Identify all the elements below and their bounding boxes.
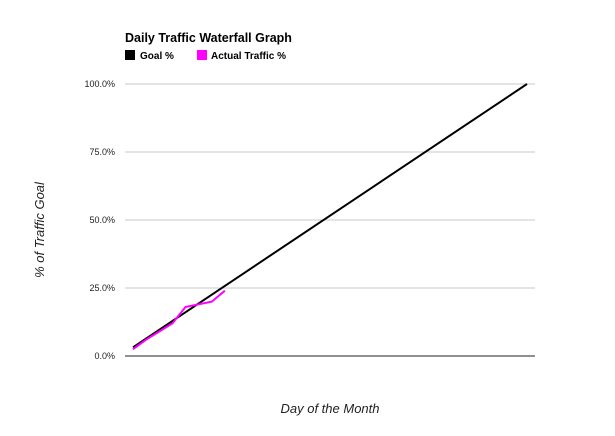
gridlines [125, 83, 535, 357]
y-tick-label: 25.0% [89, 283, 115, 293]
x-axis-label: Day of the Month [281, 401, 380, 416]
y-tick-label: 100.0% [84, 79, 115, 89]
legend-label-goal: Goal % [140, 51, 174, 62]
legend-label-actual: Actual Traffic % [211, 51, 286, 62]
y-axis-label: % of Traffic Goal [32, 181, 47, 278]
y-axis-ticks: 0.0% 25.0% 50.0% 75.0% 100.0% [84, 79, 115, 361]
legend: Goal % Actual Traffic % [125, 50, 286, 62]
chart-title: Daily Traffic Waterfall Graph [125, 31, 292, 45]
legend-swatch-actual [197, 50, 207, 60]
series-line-goal [132, 83, 528, 349]
y-tick-label: 50.0% [89, 215, 115, 225]
series-lines [132, 83, 528, 351]
legend-swatch-goal [125, 50, 135, 60]
y-tick-label: 75.0% [89, 147, 115, 157]
series-line-actual [132, 289, 226, 351]
y-tick-label: 0.0% [94, 351, 115, 361]
